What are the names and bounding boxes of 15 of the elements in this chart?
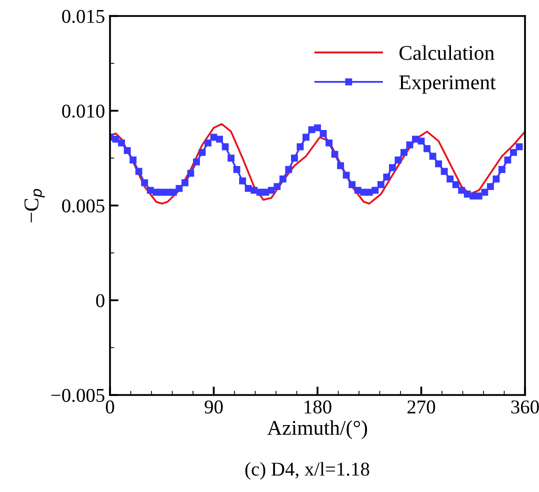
y-tick-label: −0.005 xyxy=(51,388,104,402)
x-tick-label: 180 xyxy=(304,400,332,414)
y-tick-label: 0.005 xyxy=(62,199,104,213)
y-tick-label: 0.010 xyxy=(62,104,104,118)
y-tick-label: 0 xyxy=(96,294,104,308)
y-tick-label: 0.015 xyxy=(62,10,104,24)
text: (c) D4, x/l=1.18 xyxy=(245,462,370,480)
legend-label: Experiment xyxy=(399,75,496,94)
x-tick-label: 270 xyxy=(408,400,436,414)
legend-label: Calculation xyxy=(400,45,494,60)
y-axis-title: −C$_{p}$ xyxy=(24,188,45,222)
x-tick-label: 0 xyxy=(106,400,114,414)
x-tick-label: 360 xyxy=(511,400,539,414)
x-axis-title: Azimuth/(°) xyxy=(267,420,368,440)
x-tick-label: 90 xyxy=(204,400,223,414)
